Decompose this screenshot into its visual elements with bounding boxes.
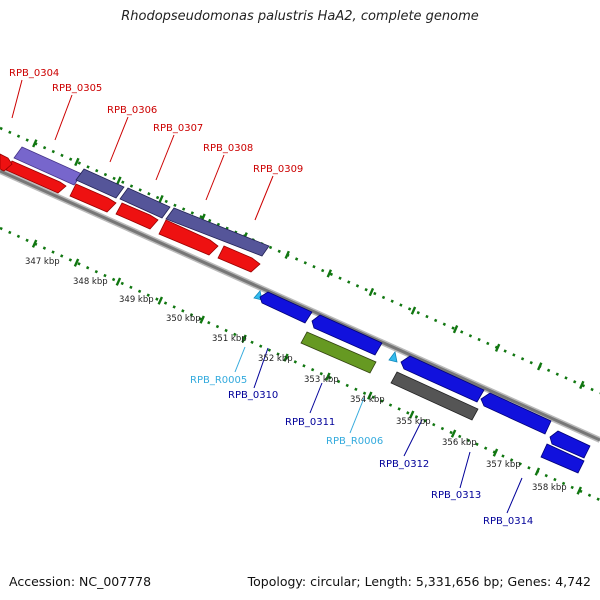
gene-label-rpb-0312[interactable]: RPB_0312 bbox=[379, 459, 429, 470]
kbp-label: 349 kbp bbox=[119, 295, 154, 305]
genome-title: Rhodopseudomonas palustris HaA2, complet… bbox=[121, 9, 479, 24]
major-tick-mark bbox=[410, 306, 417, 315]
gene-label-rpb-0311[interactable]: RPB_0311 bbox=[285, 417, 335, 428]
gene-rpb-0311-blue[interactable] bbox=[311, 314, 383, 356]
gene-rpb-0314-blue-lower[interactable] bbox=[540, 443, 585, 474]
major-tick-mark bbox=[32, 139, 38, 148]
gene-label-rpb-r0005[interactable]: RPB_R0005 bbox=[190, 375, 247, 386]
gene-rpb-0311-olive[interactable] bbox=[300, 331, 377, 374]
accession-text: Accession: NC_007778 bbox=[9, 574, 152, 589]
gene-rpb-0304-lavender[interactable] bbox=[13, 146, 83, 186]
major-tick-mark bbox=[241, 334, 247, 343]
kbp-label: 354 kbp bbox=[350, 395, 385, 405]
gene-rpb-0313-blue[interactable] bbox=[480, 392, 552, 435]
major-tick-mark bbox=[579, 380, 585, 390]
gene-label-rpb-r0006[interactable]: RPB_R0006 bbox=[326, 436, 383, 447]
major-tick-mark bbox=[199, 315, 205, 324]
major-tick-mark bbox=[534, 467, 541, 476]
major-tick-mark bbox=[325, 372, 331, 381]
kbp-label: 352 kbp bbox=[258, 354, 293, 364]
label-leader-lines bbox=[11, 79, 523, 514]
kbp-label: 348 kbp bbox=[73, 277, 108, 287]
reverse-strand-genes bbox=[253, 290, 591, 474]
gene-rpb-0306-red[interactable] bbox=[115, 202, 159, 230]
kbp-scale-labels: 347 kbp 348 kbp 349 kbp 350 kbp 351 kbp … bbox=[25, 257, 567, 493]
gene-rpb-r0006-rna[interactable] bbox=[388, 351, 398, 363]
major-tick-mark bbox=[158, 194, 164, 204]
major-tick-mark bbox=[326, 269, 333, 278]
kbp-label: 353 kbp bbox=[304, 375, 339, 385]
gene-label-rpb-0305[interactable]: RPB_0305 bbox=[52, 83, 102, 94]
major-tick-mark bbox=[31, 239, 38, 248]
major-tick-mark bbox=[116, 176, 122, 185]
genome-summary-text: Topology: circular; Length: 5,331,656 bp… bbox=[247, 574, 591, 589]
kbp-label: 358 kbp bbox=[532, 483, 567, 493]
gene-rpb-0309-red[interactable] bbox=[217, 245, 261, 273]
gene-label-rpb-0307[interactable]: RPB_0307 bbox=[153, 123, 203, 134]
gene-label-rpb-0308[interactable]: RPB_0308 bbox=[203, 143, 253, 154]
major-tick-mark bbox=[450, 429, 457, 438]
major-tick-mark bbox=[408, 410, 415, 419]
gene-rpb-0307-purple[interactable] bbox=[165, 207, 270, 257]
major-tick-mark bbox=[283, 353, 289, 362]
gene-rpb-0314-blue-upper[interactable] bbox=[549, 430, 591, 459]
kbp-label: 351 kbp bbox=[212, 334, 247, 344]
kbp-label: 357 kbp bbox=[486, 460, 521, 470]
major-ticks bbox=[31, 139, 585, 495]
major-tick-mark bbox=[284, 250, 290, 260]
kbp-label: 356 kbp bbox=[442, 438, 477, 448]
gene-label-rpb-0306[interactable]: RPB_0306 bbox=[107, 105, 157, 116]
kbp-label: 347 kbp bbox=[25, 257, 60, 267]
bottom-gene-labels: RPB_R0005 RPB_0310 RPB_0311 RPB_R0006 RP… bbox=[190, 375, 533, 527]
major-tick-mark bbox=[115, 277, 122, 286]
major-tick-mark bbox=[74, 157, 80, 167]
gene-label-rpb-0304[interactable]: RPB_0304 bbox=[9, 68, 59, 79]
major-tick-mark bbox=[494, 343, 501, 352]
tick-lines bbox=[0, 126, 600, 502]
backbone-inner bbox=[0, 169, 600, 442]
kbp-label: 350 kbp bbox=[166, 314, 201, 324]
major-tick-mark bbox=[576, 486, 583, 495]
gene-rpb-0308-red[interactable] bbox=[158, 219, 219, 256]
gene-rpb-0310-blue[interactable] bbox=[259, 291, 313, 324]
forward-strand-genes bbox=[0, 146, 270, 273]
major-tick-mark bbox=[452, 325, 459, 334]
gene-left-red-fragment[interactable] bbox=[0, 153, 13, 172]
major-tick-mark bbox=[73, 258, 80, 267]
gene-label-rpb-0314[interactable]: RPB_0314 bbox=[483, 516, 533, 527]
gene-label-rpb-0309[interactable]: RPB_0309 bbox=[253, 164, 303, 175]
genome-backbone bbox=[0, 168, 600, 443]
kbp-label: 355 kbp bbox=[396, 417, 431, 427]
major-tick-mark bbox=[492, 448, 499, 457]
gene-rpb-0305-purple[interactable] bbox=[75, 168, 125, 199]
gene-rpb-0312-blue[interactable] bbox=[400, 355, 485, 403]
gene-rpb-0306-purple[interactable] bbox=[119, 187, 171, 219]
gene-label-rpb-0310[interactable]: RPB_0310 bbox=[228, 390, 278, 401]
major-tick-mark bbox=[367, 391, 373, 400]
gene-label-rpb-0313[interactable]: RPB_0313 bbox=[431, 490, 481, 501]
gene-rpb-0305-red[interactable] bbox=[69, 183, 117, 213]
top-gene-labels: RPB_0304 RPB_0305 RPB_0306 RPB_0307 RPB_… bbox=[9, 68, 303, 175]
major-tick-mark bbox=[536, 362, 543, 371]
major-tick-mark bbox=[157, 296, 164, 305]
major-tick-mark bbox=[368, 287, 375, 297]
gene-rpb-0312-gray[interactable] bbox=[390, 371, 479, 421]
